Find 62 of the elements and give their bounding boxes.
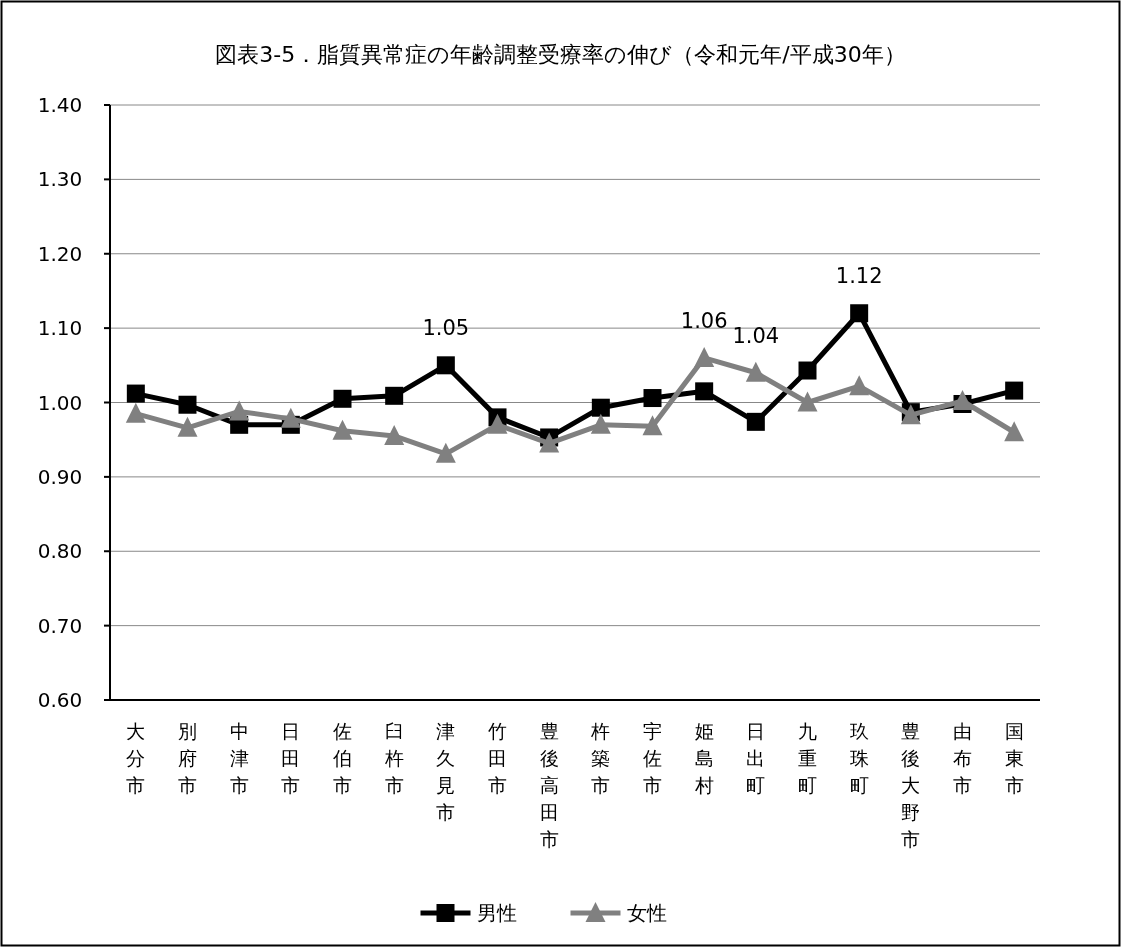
point [849, 375, 870, 396]
x-tick-label: 宇佐市 [643, 720, 662, 796]
y-tick-label: 0.80 [37, 539, 83, 564]
x-tick-label: 九重町 [798, 720, 817, 796]
point [798, 361, 817, 380]
legend-label: 男性 [476, 901, 517, 925]
point [126, 384, 145, 403]
point [539, 432, 560, 453]
point [1004, 421, 1025, 442]
x-tick-label: 日出町 [746, 720, 766, 796]
data-label: 1.06 [680, 308, 728, 333]
y-tick-label: 0.70 [37, 613, 83, 638]
y-tick-label: 1.00 [37, 390, 83, 415]
x-tick-label: 臼杵市 [383, 720, 404, 796]
point [125, 402, 146, 423]
x-tick-label: 大分市 [126, 720, 146, 796]
point [745, 361, 766, 382]
point [590, 413, 611, 434]
point [435, 442, 456, 463]
point [333, 389, 352, 408]
point [694, 346, 715, 367]
x-tick-label: 玖珠町 [849, 720, 869, 796]
legend-label: 女性 [626, 901, 667, 925]
data-label: 1.04 [732, 323, 780, 348]
point [746, 412, 765, 431]
point [436, 356, 455, 375]
x-tick-label: 豊後大野市 [901, 720, 921, 850]
point [850, 304, 869, 323]
point [177, 416, 198, 437]
x-tick-label: 由布市 [953, 720, 972, 796]
point [385, 386, 404, 405]
chart-title: 図表3-5．脂質異常症の年齢調整受療率の伸び（令和元年/平成30年） [215, 42, 906, 67]
x-tick-label: 豊後高田市 [539, 720, 559, 850]
point [229, 400, 250, 421]
point [1005, 381, 1024, 400]
x-tick-label: 津久見市 [436, 720, 456, 823]
x-tick-label: 杵築市 [590, 720, 611, 796]
point [642, 415, 663, 436]
point [178, 395, 197, 414]
point [643, 389, 662, 408]
y-tick-label: 1.40 [37, 93, 83, 117]
data-label: 1.12 [835, 264, 883, 289]
x-tick-label: 中津市 [229, 720, 249, 796]
y-tick-label: 0.60 [37, 688, 83, 712]
y-tick-label: 0.90 [37, 464, 83, 489]
x-tick-label: 姫島村 [693, 720, 714, 796]
y-tick-label: 1.10 [37, 316, 83, 341]
x-tick-label: 竹田市 [488, 720, 507, 796]
x-tick-label: 日田市 [281, 720, 301, 796]
y-tick-label: 1.20 [37, 241, 83, 266]
x-tick-label: 別府市 [178, 720, 197, 796]
point [384, 424, 405, 445]
x-tick-label: 佐伯市 [332, 720, 352, 796]
point [591, 398, 610, 417]
data-label: 1.05 [422, 316, 470, 341]
point [280, 407, 301, 428]
point [487, 413, 508, 434]
point [695, 382, 714, 401]
x-tick-label: 国東市 [1004, 720, 1024, 796]
point [332, 419, 353, 440]
point [797, 391, 818, 412]
y-tick-label: 1.30 [37, 167, 83, 192]
